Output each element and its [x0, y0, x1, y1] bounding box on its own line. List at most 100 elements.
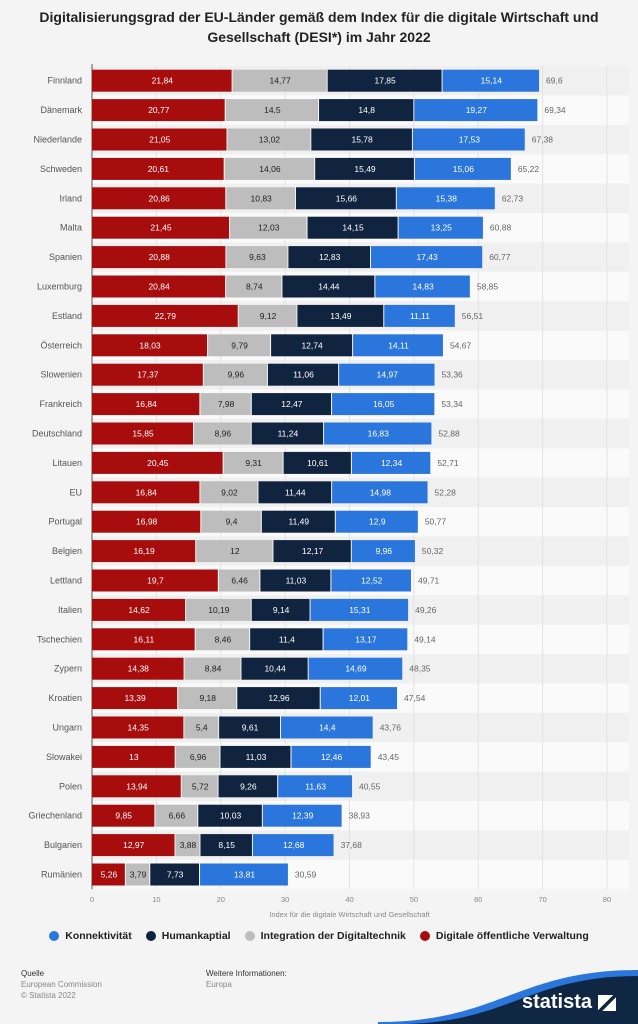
statista-logo[interactable]: statista: [378, 962, 638, 1024]
bar-segment[interactable]: [281, 716, 373, 739]
bar-segment[interactable]: [178, 687, 237, 710]
bar-segment[interactable]: [224, 157, 315, 180]
bar-segment[interactable]: [92, 745, 175, 768]
bar-segment[interactable]: [371, 246, 483, 269]
bar-segment[interactable]: [223, 451, 283, 474]
bar-segment[interactable]: [396, 187, 495, 210]
bar-segment[interactable]: [238, 304, 297, 327]
bar-segment[interactable]: [92, 628, 195, 651]
bar-segment[interactable]: [271, 334, 353, 357]
bar-segment[interactable]: [261, 510, 335, 533]
bar-segment[interactable]: [92, 510, 201, 533]
bar-segment[interactable]: [92, 863, 125, 886]
bar-segment[interactable]: [92, 569, 218, 592]
bar-segment[interactable]: [92, 716, 184, 739]
bar-segment[interactable]: [278, 775, 353, 798]
bar-segment[interactable]: [201, 510, 261, 533]
bar-segment[interactable]: [282, 275, 375, 298]
bar-segment[interactable]: [232, 69, 327, 92]
bar-segment[interactable]: [219, 716, 281, 739]
bar-segment[interactable]: [227, 128, 311, 151]
bar-segment[interactable]: [252, 834, 334, 857]
bar-segment[interactable]: [335, 510, 418, 533]
bar-segment[interactable]: [196, 540, 273, 563]
bar-segment[interactable]: [92, 422, 194, 445]
bar-segment[interactable]: [273, 540, 351, 563]
bar-segment[interactable]: [92, 598, 186, 621]
bar-segment[interactable]: [92, 393, 200, 416]
bar-segment[interactable]: [414, 157, 511, 180]
bar-segment[interactable]: [320, 687, 398, 710]
bar-segment[interactable]: [198, 804, 262, 827]
bar-segment[interactable]: [226, 187, 296, 210]
bar-segment[interactable]: [195, 628, 250, 651]
more-info-link[interactable]: Europa: [206, 980, 232, 989]
bar-segment[interactable]: [184, 657, 241, 680]
bar-segment[interactable]: [125, 863, 150, 886]
bar-segment[interactable]: [308, 657, 403, 680]
bar-segment[interactable]: [251, 393, 332, 416]
legend-item-konnektivitaet[interactable]: Konnektivität: [49, 930, 132, 942]
bar-segment[interactable]: [297, 304, 384, 327]
bar-segment[interactable]: [194, 422, 251, 445]
bar-segment[interactable]: [92, 304, 238, 327]
bar-segment[interactable]: [92, 540, 196, 563]
bar-segment[interactable]: [181, 775, 218, 798]
bar-segment[interactable]: [200, 863, 288, 886]
bar-segment[interactable]: [92, 657, 184, 680]
bar-segment[interactable]: [351, 540, 415, 563]
bar-segment[interactable]: [323, 628, 408, 651]
bar-segment[interactable]: [186, 598, 251, 621]
bar-segment[interactable]: [92, 687, 178, 710]
bar-segment[interactable]: [351, 451, 431, 474]
bar-segment[interactable]: [220, 745, 291, 768]
legend-item-verwaltung[interactable]: Digitale öffentliche Verwaltung: [419, 930, 589, 942]
bar-segment[interactable]: [339, 363, 435, 386]
bar-segment[interactable]: [442, 69, 540, 92]
bar-segment[interactable]: [92, 187, 226, 210]
bar-segment[interactable]: [375, 275, 470, 298]
bar-segment[interactable]: [260, 569, 331, 592]
bar-segment[interactable]: [200, 834, 252, 857]
bar-segment[interactable]: [324, 422, 432, 445]
bar-segment[interactable]: [184, 716, 219, 739]
bar-segment[interactable]: [92, 69, 232, 92]
bar-segment[interactable]: [218, 569, 260, 592]
bar-segment[interactable]: [311, 128, 412, 151]
legend-item-integration[interactable]: Integration der Digitaltechnik: [244, 930, 406, 942]
bar-segment[interactable]: [92, 363, 203, 386]
bar-segment[interactable]: [250, 628, 323, 651]
bar-segment[interactable]: [315, 157, 414, 180]
bar-segment[interactable]: [92, 834, 175, 857]
bar-segment[interactable]: [258, 481, 332, 504]
bar-segment[interactable]: [412, 128, 525, 151]
bar-segment[interactable]: [92, 775, 181, 798]
bar-segment[interactable]: [92, 99, 225, 122]
bar-segment[interactable]: [327, 69, 442, 92]
bar-segment[interactable]: [414, 99, 538, 122]
bar-segment[interactable]: [203, 363, 267, 386]
bar-segment[interactable]: [150, 863, 200, 886]
bar-segment[interactable]: [283, 451, 351, 474]
bar-segment[interactable]: [175, 834, 200, 857]
bar-segment[interactable]: [218, 775, 278, 798]
bar-segment[interactable]: [92, 481, 200, 504]
bar-segment[interactable]: [226, 246, 288, 269]
bar-segment[interactable]: [267, 363, 339, 386]
bar-segment[interactable]: [92, 451, 223, 474]
bar-segment[interactable]: [251, 422, 324, 445]
bar-segment[interactable]: [155, 804, 198, 827]
bar-segment[interactable]: [200, 481, 258, 504]
bar-segment[interactable]: [307, 216, 398, 239]
bar-segment[interactable]: [226, 275, 282, 298]
bar-segment[interactable]: [237, 687, 320, 710]
legend-item-humankapital[interactable]: Humankaptial: [145, 930, 231, 942]
bar-segment[interactable]: [332, 481, 428, 504]
bar-segment[interactable]: [208, 334, 271, 357]
bar-segment[interactable]: [291, 745, 371, 768]
bar-segment[interactable]: [288, 246, 371, 269]
bar-segment[interactable]: [230, 216, 307, 239]
bar-segment[interactable]: [296, 187, 396, 210]
bar-segment[interactable]: [319, 99, 414, 122]
bar-segment[interactable]: [353, 334, 443, 357]
